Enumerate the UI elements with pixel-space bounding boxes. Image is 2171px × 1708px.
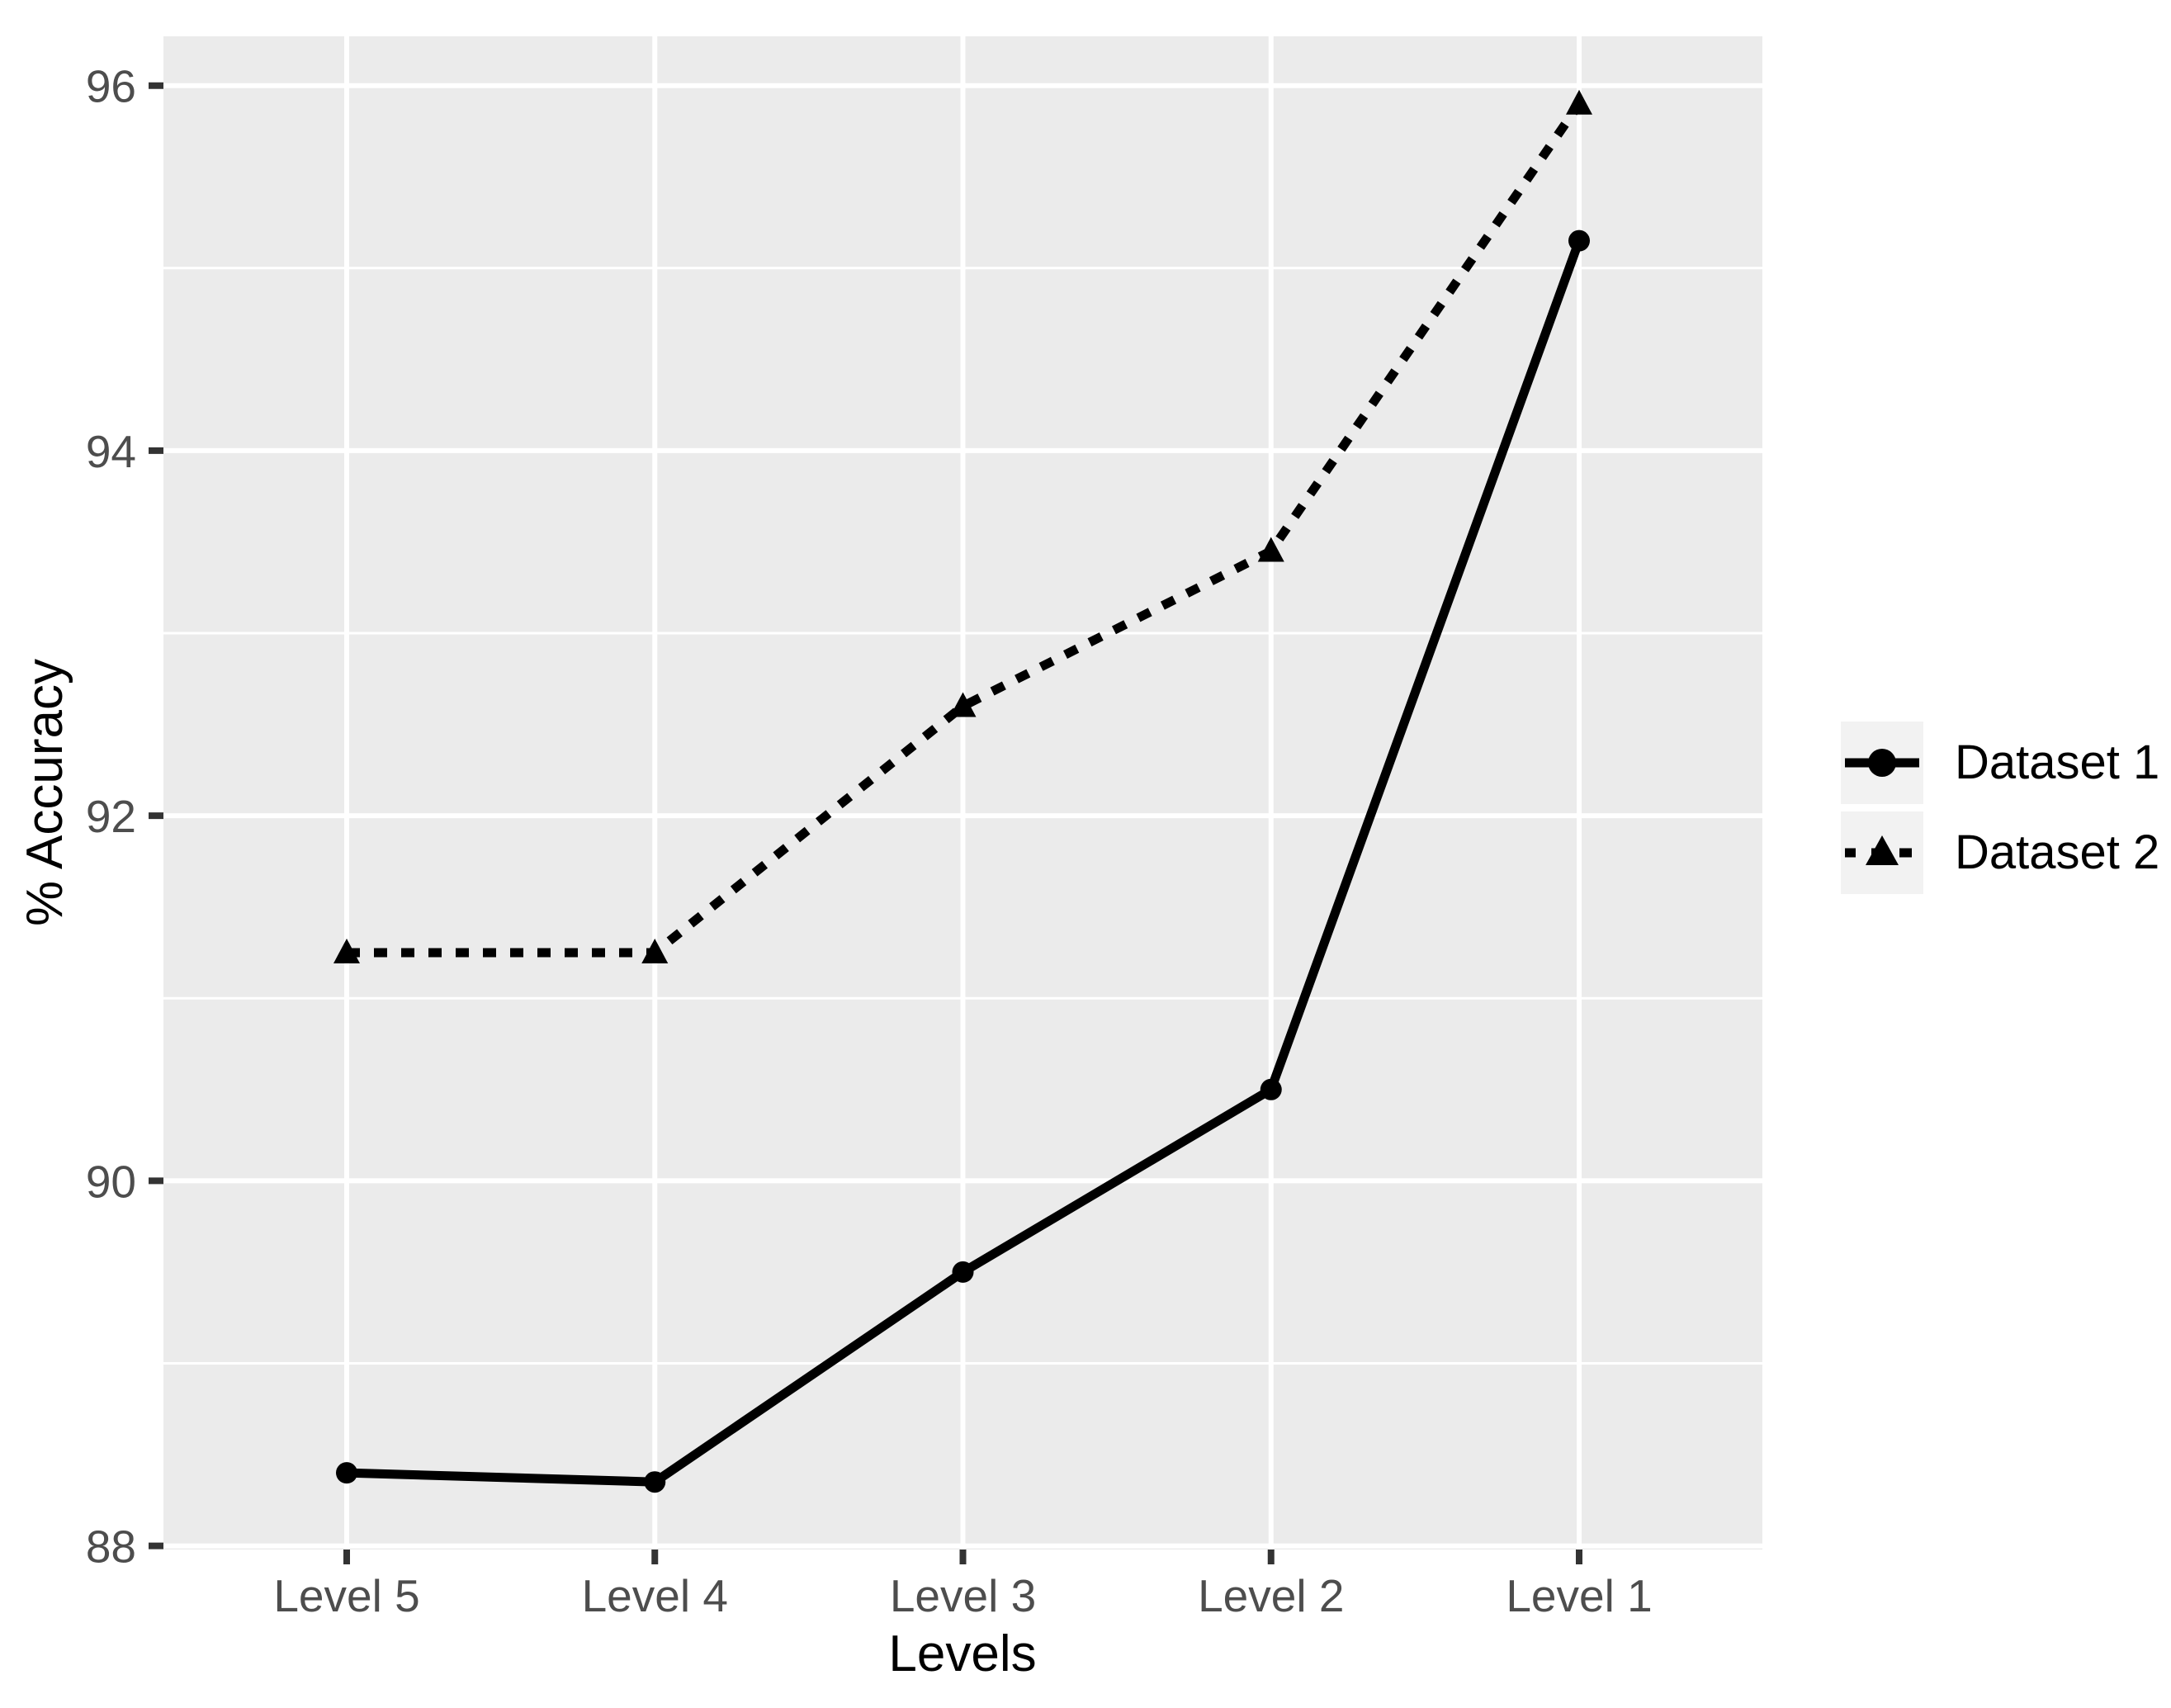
- data-point-circle: [952, 1261, 974, 1283]
- data-point-triangle: [333, 938, 360, 963]
- legend-key-solid-circle-icon: [1841, 722, 1923, 804]
- legend-key-circle: [1868, 749, 1896, 777]
- x-tick-label: Level 4: [582, 1570, 728, 1621]
- y-tick-label: 92: [86, 791, 136, 842]
- data-point-circle: [1260, 1078, 1282, 1100]
- data-point-triangle: [641, 938, 669, 963]
- y-tick-label: 88: [86, 1521, 136, 1573]
- x-axis-title: Levels: [888, 1625, 1037, 1682]
- data-point-circle: [1568, 229, 1590, 252]
- legend-label: Dataset 2: [1955, 826, 2160, 879]
- y-axis-title: % Accuracy: [17, 659, 73, 926]
- legend-entry-dataset-1: Dataset 1: [1841, 722, 2159, 804]
- x-tick-label: Level 2: [1198, 1570, 1344, 1621]
- legend-key-triangle: [1866, 835, 1899, 865]
- data-point-circle: [644, 1471, 666, 1493]
- series-line-1: [347, 101, 1583, 958]
- data-point-triangle: [1257, 537, 1284, 562]
- legend: Dataset 1 Dataset 2: [1841, 722, 2159, 894]
- data-point-triangle: [1566, 89, 1592, 115]
- x-tick-label: Level 1: [1506, 1570, 1652, 1621]
- y-tick-label: 90: [86, 1156, 136, 1207]
- legend-key-dashed-triangle-icon: [1841, 811, 1923, 894]
- data-point-triangle: [949, 692, 977, 717]
- y-tick-label: 94: [86, 426, 136, 477]
- y-tick-label: 96: [86, 61, 136, 112]
- legend-entry-dataset-2: Dataset 2: [1841, 811, 2159, 894]
- data-point-circle: [336, 1462, 357, 1484]
- x-tick-label: Level 3: [890, 1570, 1036, 1621]
- legend-label: Dataset 1: [1955, 736, 2160, 789]
- x-tick-label: Level 5: [273, 1570, 419, 1621]
